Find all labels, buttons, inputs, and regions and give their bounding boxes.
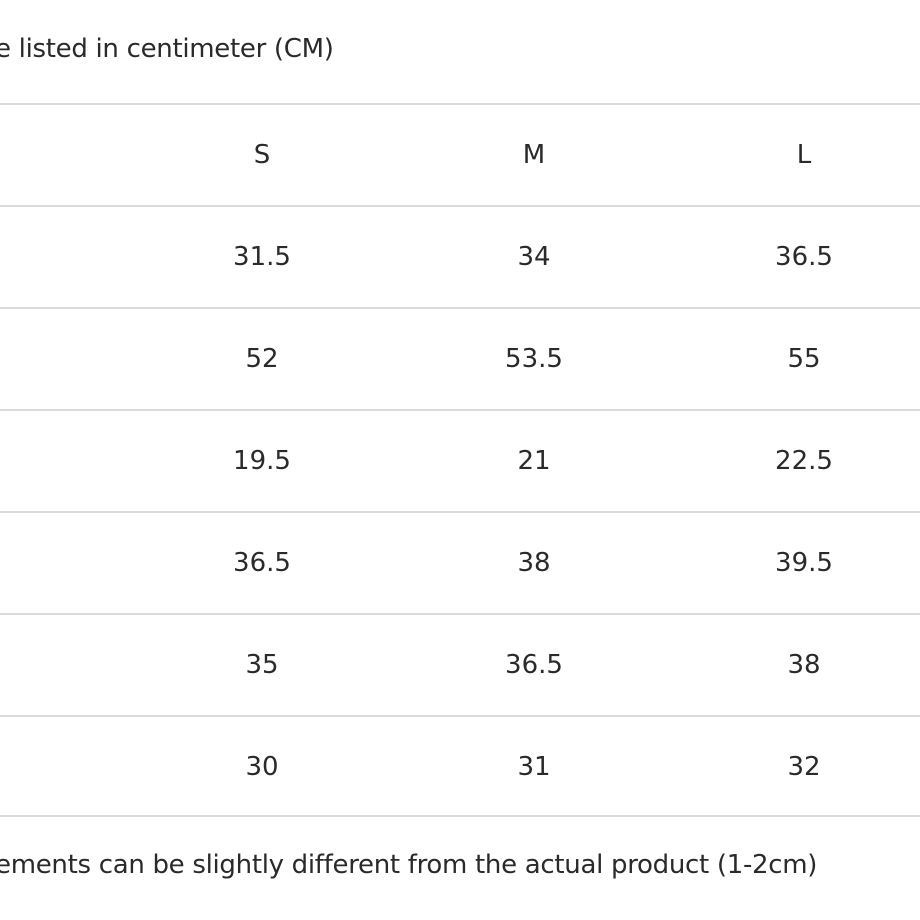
table-cell-l: 38 [787, 650, 821, 680]
header-size-l: L [796, 140, 812, 170]
table-row: 52 53.5 55 [0, 307, 920, 409]
size-chart-table: S M L 31.5 34 36.5 52 53.5 55 19.5 21 22… [0, 103, 920, 817]
table-row: 19.5 21 22.5 [0, 409, 920, 511]
table-cell-m: 36.5 [505, 650, 563, 680]
table-cell-l: 55 [787, 344, 821, 374]
table-cell-s: 52 [245, 344, 279, 374]
table-cell-s: 36.5 [233, 548, 291, 578]
table-cell-m: 38 [517, 548, 551, 578]
table-cell-l: 32 [787, 752, 821, 782]
table-cell-l: 36.5 [775, 242, 833, 272]
table-cell-l: 22.5 [775, 446, 833, 476]
table-cell-m: 31 [517, 752, 551, 782]
table-cell-m: 53.5 [505, 344, 563, 374]
table-row: 35 36.5 38 [0, 613, 920, 715]
table-cell-s: 19.5 [233, 446, 291, 476]
table-cell-s: 30 [245, 752, 279, 782]
table-cell-m: 34 [517, 242, 551, 272]
table-cell-m: 21 [517, 446, 551, 476]
table-row: 31.5 34 36.5 [0, 205, 920, 307]
measurement-disclaimer: ements can be slightly different from th… [0, 850, 818, 880]
table-header-row: S M L [0, 103, 920, 205]
unit-note: e listed in centimeter (CM) [0, 34, 334, 64]
table-cell-s: 31.5 [233, 242, 291, 272]
header-size-m: M [522, 140, 546, 170]
table-cell-s: 35 [245, 650, 279, 680]
table-cell-l: 39.5 [775, 548, 833, 578]
table-row: 30 31 32 [0, 715, 920, 817]
table-row: 36.5 38 39.5 [0, 511, 920, 613]
header-size-s: S [253, 140, 271, 170]
